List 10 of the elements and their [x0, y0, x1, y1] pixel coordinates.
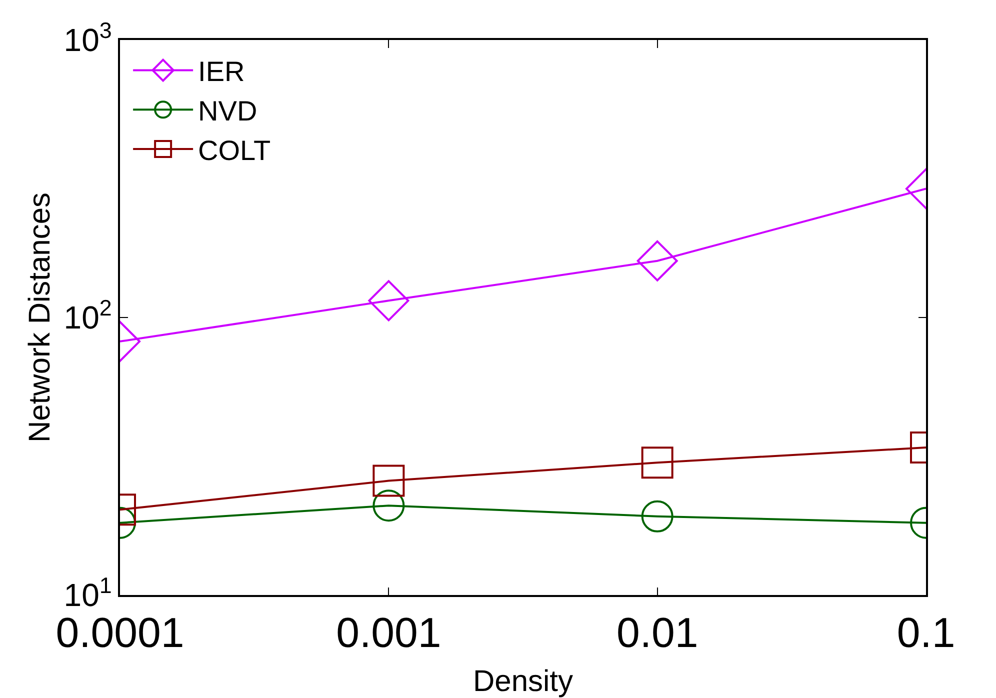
y-axis-title: Network Distances	[24, 192, 56, 443]
legend-label: NVD	[198, 96, 258, 127]
legend-label: COLT	[198, 134, 271, 166]
y-tick-label: 10$^{2}$	[64, 295, 112, 336]
x-tick-label: 0.01	[616, 609, 698, 656]
legend-label: IER	[198, 56, 245, 88]
x-axis-title: Density	[472, 665, 574, 698]
x-tick-label: 0.001	[336, 609, 442, 656]
x-tick-label: 0.1	[896, 609, 956, 656]
y-tick-label: 10$^{3}$	[64, 18, 112, 58]
